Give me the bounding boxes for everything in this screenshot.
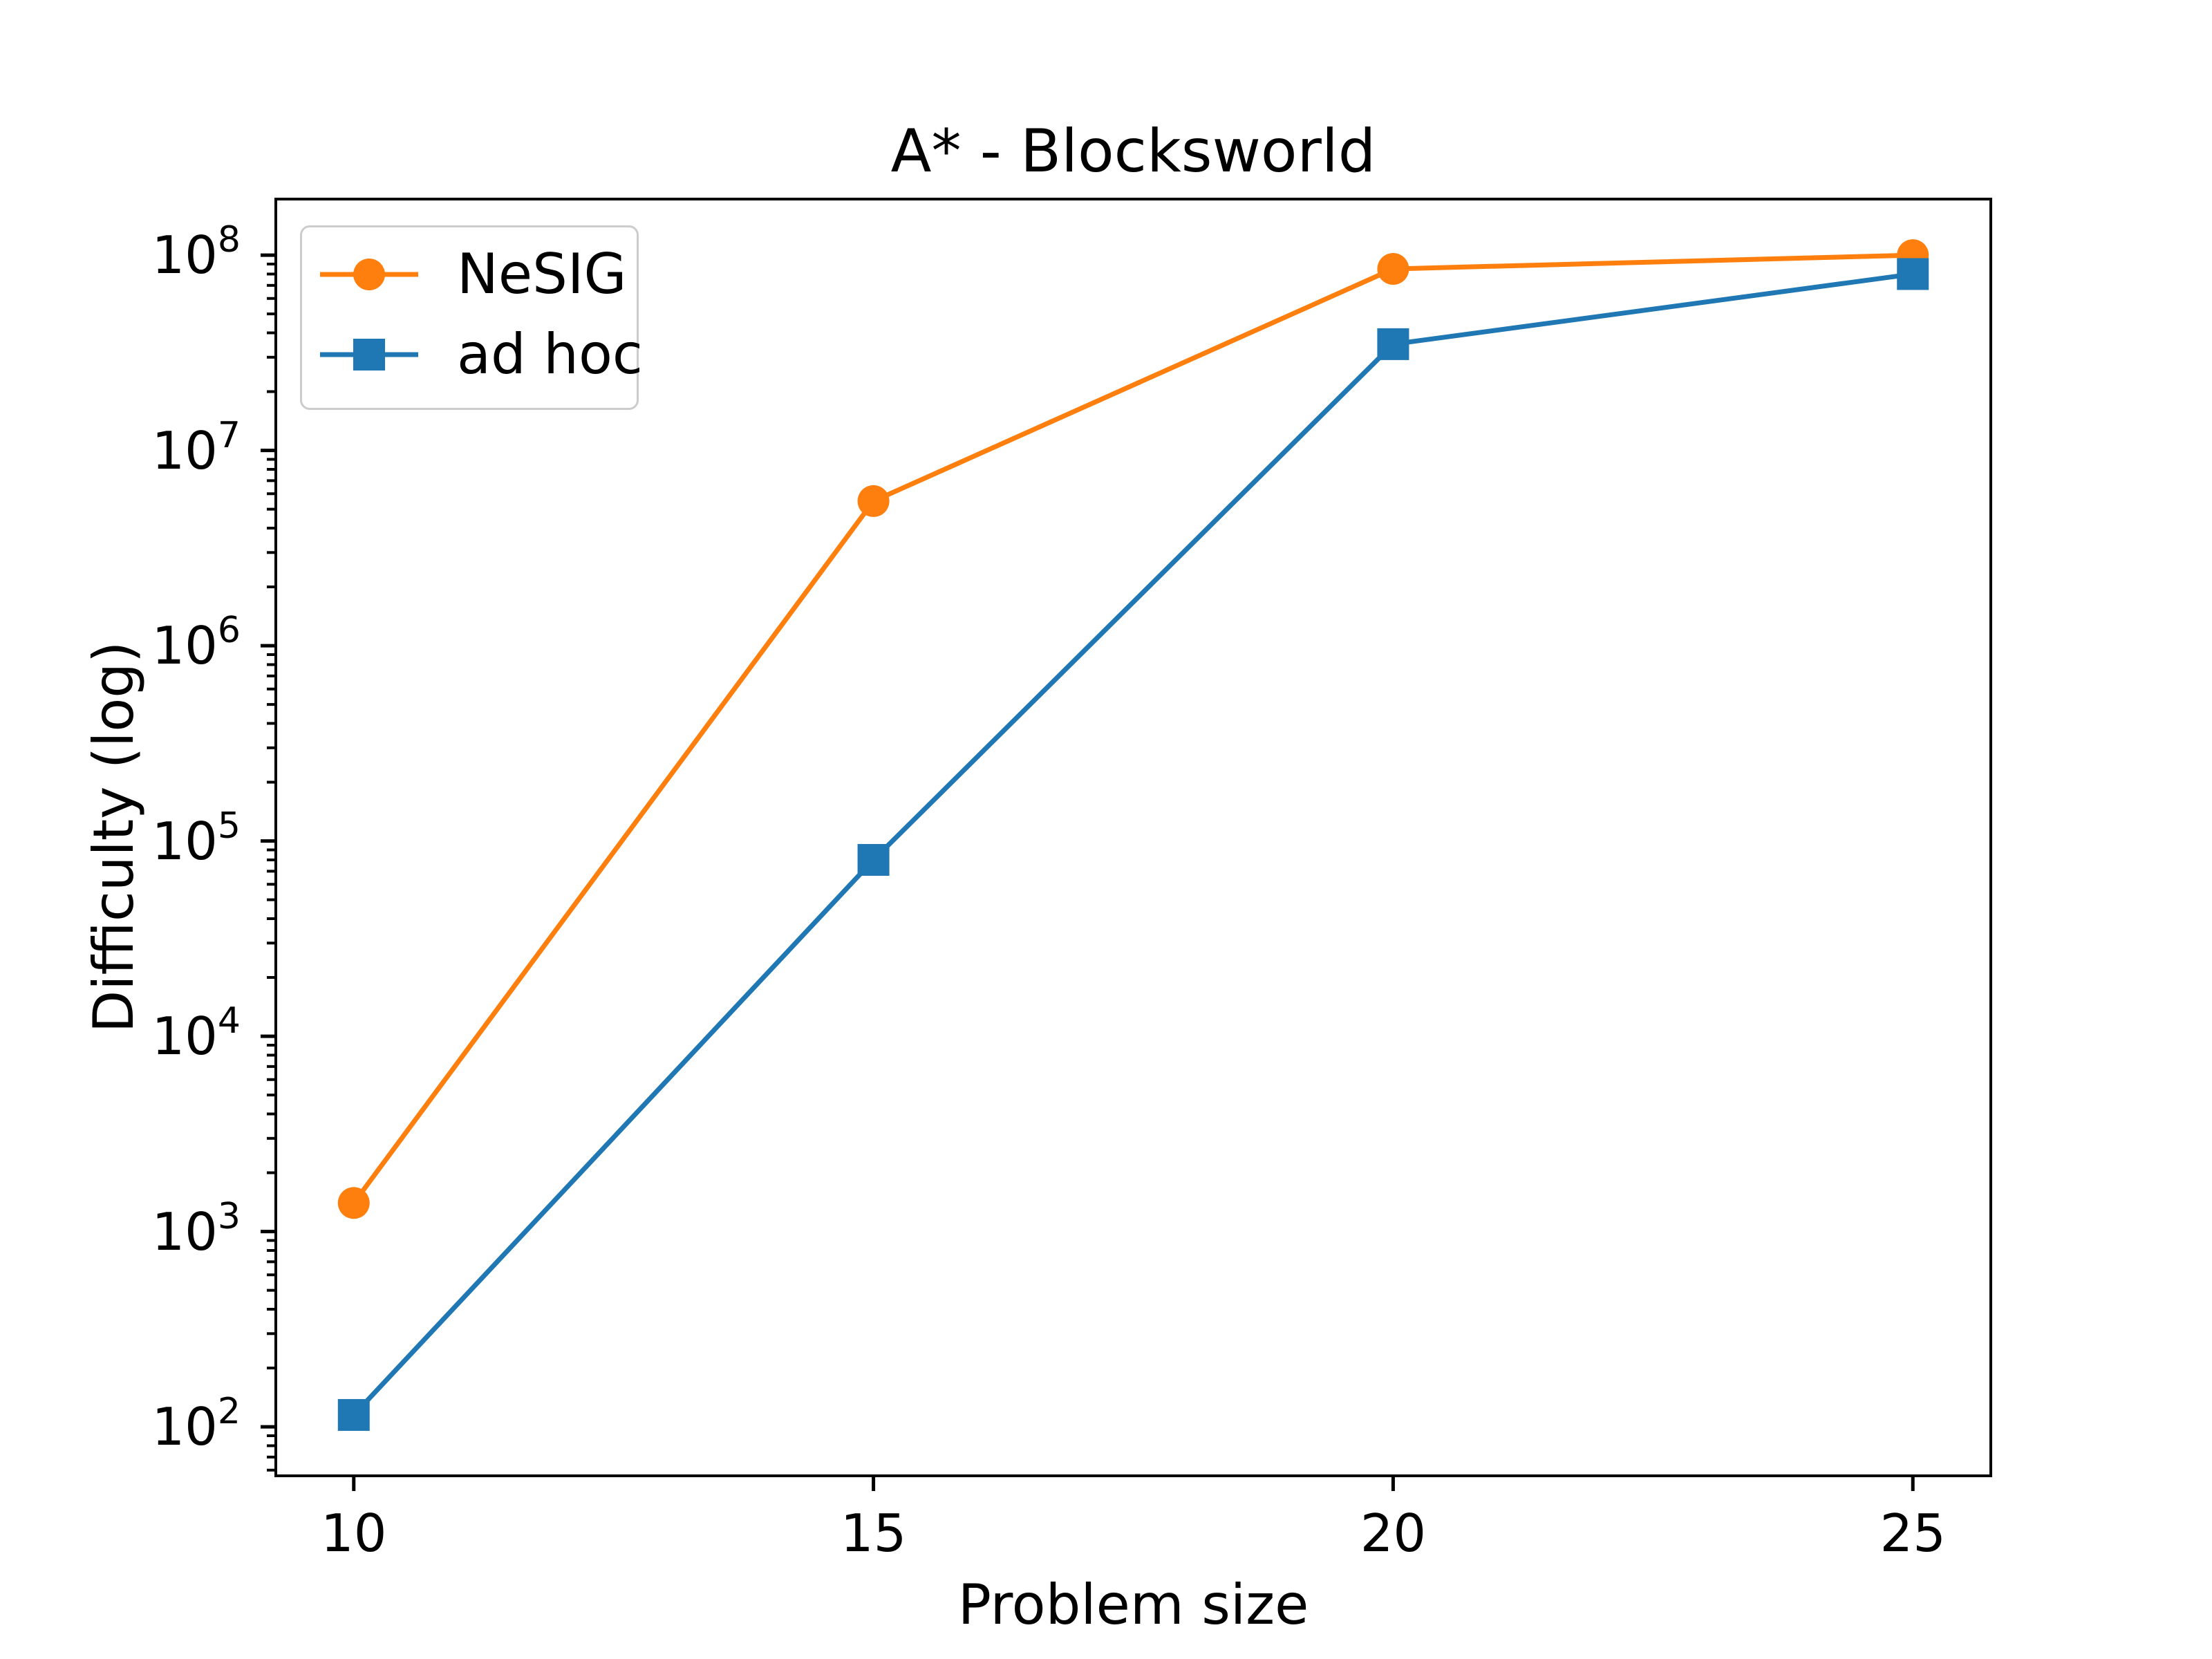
y-tick-label: 10 2 [151, 1391, 241, 1458]
legend-marker [353, 339, 385, 371]
y-tick-label: 10 4 [151, 1000, 241, 1067]
data-point-circle [337, 1187, 370, 1219]
legend-label: ad hoc [457, 322, 643, 386]
data-point-square [337, 1398, 370, 1431]
x-tick-label: 25 [1880, 1502, 1946, 1564]
x-tick-label: 15 [840, 1502, 907, 1564]
series-line-0 [351, 252, 1913, 1205]
legend-entry-nesig: NeSIG [317, 236, 637, 312]
data-point-square [1377, 328, 1409, 360]
plot-border [274, 198, 1992, 1477]
y-tick-label: 10 6 [151, 610, 241, 677]
legend-entry-adhoc: ad hoc [317, 317, 643, 393]
x-axis-label: Problem size [957, 1573, 1309, 1637]
y-tick-label: 10 5 [151, 805, 241, 872]
legend: NeSIG ad hoc [300, 225, 643, 410]
legend-marker-circle-icon [320, 259, 418, 290]
y-tick-label: 10 3 [151, 1195, 241, 1262]
x-tick-label: 20 [1360, 1502, 1427, 1564]
y-tick-label: 10 7 [151, 414, 241, 481]
legend-marker-square-icon [320, 339, 418, 371]
data-point-square [1897, 258, 1929, 290]
series-line-1 [352, 271, 1913, 1417]
x-tick-label: 10 [321, 1502, 387, 1564]
legend-marker [353, 259, 385, 290]
data-point-circle [857, 485, 890, 517]
legend-label: NeSIG [457, 242, 627, 306]
data-point-square [857, 843, 890, 876]
chart-title: A* - Blocksworld [890, 117, 1376, 186]
data-point-circle [1377, 253, 1409, 285]
y-tick-label: 10 8 [151, 219, 241, 286]
